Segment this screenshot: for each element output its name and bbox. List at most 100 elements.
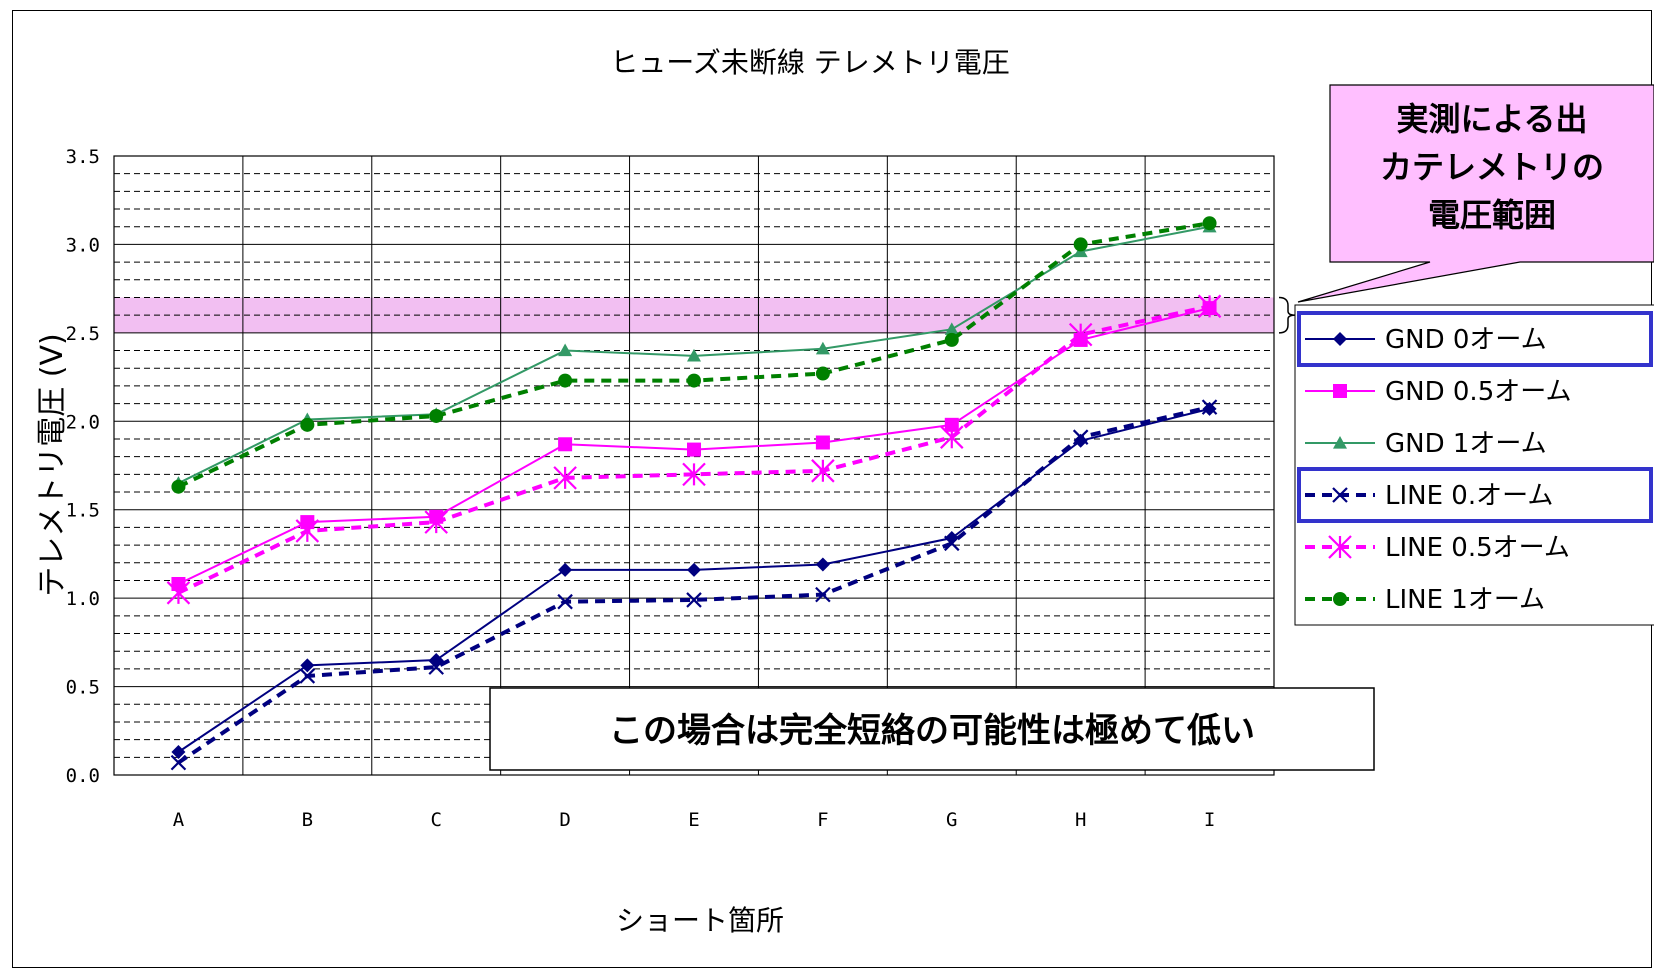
- square-marker: [815, 435, 830, 450]
- circle-marker: [815, 366, 830, 381]
- x-tick-label: I: [1204, 809, 1215, 831]
- diamond-marker: [815, 557, 830, 572]
- legend-entry-0: GND 0オーム: [1297, 311, 1653, 367]
- band-brace: [1278, 296, 1296, 334]
- diamond-marker: [1333, 332, 1347, 346]
- y-tick-label: 0.5: [66, 677, 100, 699]
- circle-marker: [687, 373, 701, 388]
- axis-layer: 0.0 0.5 1.0 1.5 2.0 2.5 3.0 3.5 A B C D E F G H I: [66, 146, 1296, 831]
- star-marker: [811, 459, 835, 483]
- x-marker: [1201, 399, 1218, 415]
- triangle-marker: [815, 341, 830, 355]
- legend-highlight-box: [1297, 467, 1653, 523]
- star-marker: [682, 462, 706, 487]
- callout-line-0: 実測による出: [1396, 100, 1587, 138]
- legend-entry-4: LINE 0.5オーム: [1305, 533, 1570, 563]
- triangle-marker: [1333, 436, 1347, 449]
- x-axis-label: ショート箇所: [616, 904, 784, 937]
- note-box-frame: [489, 687, 1375, 771]
- y-tick-label: 0.0: [66, 765, 100, 787]
- triangle-marker: [558, 343, 573, 357]
- diamond-marker: [558, 562, 573, 577]
- series-3: [170, 399, 1218, 771]
- series-5: [171, 216, 1217, 494]
- circle-marker: [558, 373, 573, 388]
- series-line: [177, 405, 1211, 765]
- y-tick-label: 2.5: [66, 323, 100, 345]
- legend-entry-2: GND 1オーム: [1305, 429, 1547, 459]
- legend-label: GND 1オーム: [1385, 429, 1547, 459]
- diamond-marker: [1073, 433, 1088, 448]
- triangle-marker: [944, 322, 959, 335]
- y-tick-label: 1.5: [66, 500, 100, 522]
- legend: GND 0オーム GND 0.5オーム GND 1オーム LINE 0.オーム LINE…: [1294, 304, 1654, 626]
- star-marker: [1328, 535, 1352, 559]
- star-marker: [553, 466, 577, 490]
- star-marker: [1197, 294, 1222, 319]
- note-box: この場合は完全短絡の可能性は極めて低い: [489, 687, 1375, 771]
- x-marker: [944, 535, 960, 552]
- y-tick-label: 1.0: [66, 588, 100, 610]
- series-4: [166, 294, 1222, 605]
- callout-line-1: カテレメトリの: [1380, 148, 1604, 186]
- x-marker: [815, 586, 831, 603]
- callout-line-2: 電圧範囲: [1428, 196, 1556, 234]
- x-tick-label: E: [688, 809, 699, 831]
- legend-entry-3: LINE 0.オーム: [1297, 467, 1653, 523]
- plot-border: [113, 155, 1275, 776]
- diamond-marker: [300, 658, 315, 673]
- star-marker: [940, 425, 964, 449]
- circle-marker: [429, 408, 444, 423]
- legend-label: LINE 1オーム: [1385, 585, 1545, 615]
- legend-entry-5: LINE 1オーム: [1305, 585, 1545, 615]
- square-marker: [558, 437, 573, 452]
- diamond-marker: [687, 562, 701, 577]
- chart-title: ヒューズ未断線 テレメトリ電圧: [610, 46, 1010, 79]
- y-axis-label: テレメトリ電圧 (V): [35, 333, 70, 596]
- diamond-marker: [171, 745, 186, 760]
- y-tick-label: 3.0: [66, 234, 100, 256]
- x-tick-label: A: [173, 809, 185, 831]
- square-marker: [1333, 384, 1347, 398]
- x-marker: [428, 659, 444, 675]
- legend-highlight-box: [1297, 311, 1653, 367]
- square-marker: [944, 417, 959, 432]
- circle-marker: [300, 417, 315, 432]
- diamond-marker: [944, 531, 959, 546]
- x-marker: [1332, 487, 1348, 503]
- x-marker: [170, 754, 187, 771]
- circle-marker: [1333, 592, 1347, 606]
- triangle-marker: [687, 348, 701, 362]
- x-tick-label: F: [817, 809, 828, 831]
- x-marker: [557, 593, 573, 610]
- star-marker: [166, 581, 191, 605]
- legend-label: GND 0.5オーム: [1385, 377, 1571, 407]
- y-tick-label: 3.5: [66, 146, 100, 168]
- legend-label: LINE 0.オーム: [1385, 481, 1553, 511]
- circle-marker: [171, 479, 186, 494]
- x-tick-label: G: [946, 809, 957, 831]
- x-marker: [686, 592, 702, 608]
- circle-marker: [944, 332, 959, 347]
- note-text: この場合は完全短絡の可能性は極めて低い: [609, 711, 1255, 751]
- circle-marker: [1073, 237, 1088, 252]
- legend-label: GND 0オーム: [1385, 325, 1547, 355]
- x-tick-label: D: [559, 809, 570, 831]
- legend-label: LINE 0.5オーム: [1385, 533, 1570, 563]
- x-tick-label: C: [430, 809, 441, 831]
- series-line: [177, 304, 1210, 595]
- x-marker: [299, 668, 316, 684]
- series-layer: [166, 216, 1222, 771]
- x-marker: [1072, 429, 1089, 445]
- x-tick-label: H: [1075, 809, 1086, 831]
- y-tick-label: 2.0: [66, 411, 100, 433]
- star-marker: [295, 519, 320, 543]
- square-marker: [687, 442, 701, 457]
- legend-entry-1: GND 0.5オーム: [1305, 377, 1571, 407]
- legend-frame: [1294, 304, 1654, 626]
- star-marker: [424, 510, 448, 534]
- callout-bubble: [1297, 84, 1654, 303]
- star-marker: [1068, 322, 1093, 347]
